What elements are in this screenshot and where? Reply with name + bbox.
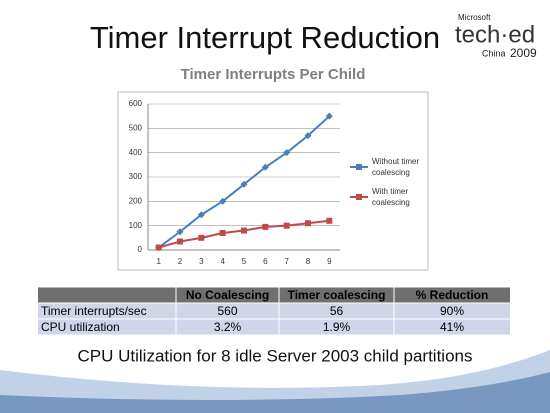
table-row-label: Timer interrupts/sec: [41, 304, 147, 318]
y-tick-label: 100: [129, 221, 143, 230]
logo-region: China: [482, 48, 506, 58]
legend-label: Without timer coalescing: [372, 157, 419, 177]
x-tick-label: 3: [199, 257, 204, 266]
table-cell: 1.9%: [323, 320, 351, 334]
legend-marker: [356, 164, 362, 170]
logo-year: 2009: [510, 46, 537, 60]
marker: [198, 234, 205, 241]
x-tick-label: 6: [263, 257, 268, 266]
marker: [176, 228, 184, 236]
marker: [283, 222, 290, 229]
x-tick-label: 8: [306, 257, 311, 266]
marker: [219, 197, 227, 205]
marker: [177, 238, 183, 245]
table-cell: 90%: [440, 304, 464, 318]
caption: CPU Utilization for 8 idle Server 2003 c…: [78, 346, 473, 365]
marker: [261, 163, 269, 171]
logo-brand: Microsoft: [458, 13, 491, 22]
x-tick-label: 1: [156, 257, 161, 266]
legend-label: With timer coalescing: [372, 187, 410, 207]
marker: [283, 149, 291, 157]
table-cell: 3.2%: [214, 320, 242, 334]
x-tick-label: 9: [327, 257, 332, 266]
table-cell: 41%: [440, 320, 464, 334]
marker: [219, 229, 226, 236]
y-tick-label: 600: [129, 99, 143, 108]
y-tick-label: 400: [129, 148, 143, 157]
marker: [304, 132, 312, 140]
marker: [325, 112, 333, 120]
table-header-cell: Timer coalescing: [288, 288, 386, 302]
slide-title: Timer Interrupt Reduction: [90, 20, 440, 55]
marker: [155, 244, 162, 251]
y-tick-label: 0: [138, 245, 143, 254]
x-tick-label: 4: [220, 257, 225, 266]
chart-title: Timer Interrupts Per Child: [181, 66, 366, 83]
swoosh: [0, 372, 550, 413]
marker: [197, 211, 205, 219]
marker: [326, 217, 333, 224]
x-tick-label: 2: [178, 257, 183, 266]
x-tick-label: 5: [242, 257, 247, 266]
x-tick-label: 7: [284, 257, 289, 266]
table-row-label: CPU utilization: [41, 320, 120, 334]
y-tick-label: 500: [129, 123, 143, 132]
marker: [262, 223, 269, 230]
marker: [241, 227, 247, 234]
table-cell: 56: [330, 304, 344, 318]
y-tick-label: 200: [129, 196, 143, 205]
table-header-cell: % Reduction: [416, 288, 489, 302]
legend-marker: [356, 194, 362, 200]
table-header-cell: No Coalescing: [186, 288, 269, 302]
marker: [305, 220, 311, 227]
y-tick-label: 300: [129, 172, 143, 181]
logo-event: tech·ed: [455, 21, 535, 48]
table-cell: 560: [217, 304, 237, 318]
table-header: [38, 287, 510, 303]
marker: [240, 180, 248, 188]
